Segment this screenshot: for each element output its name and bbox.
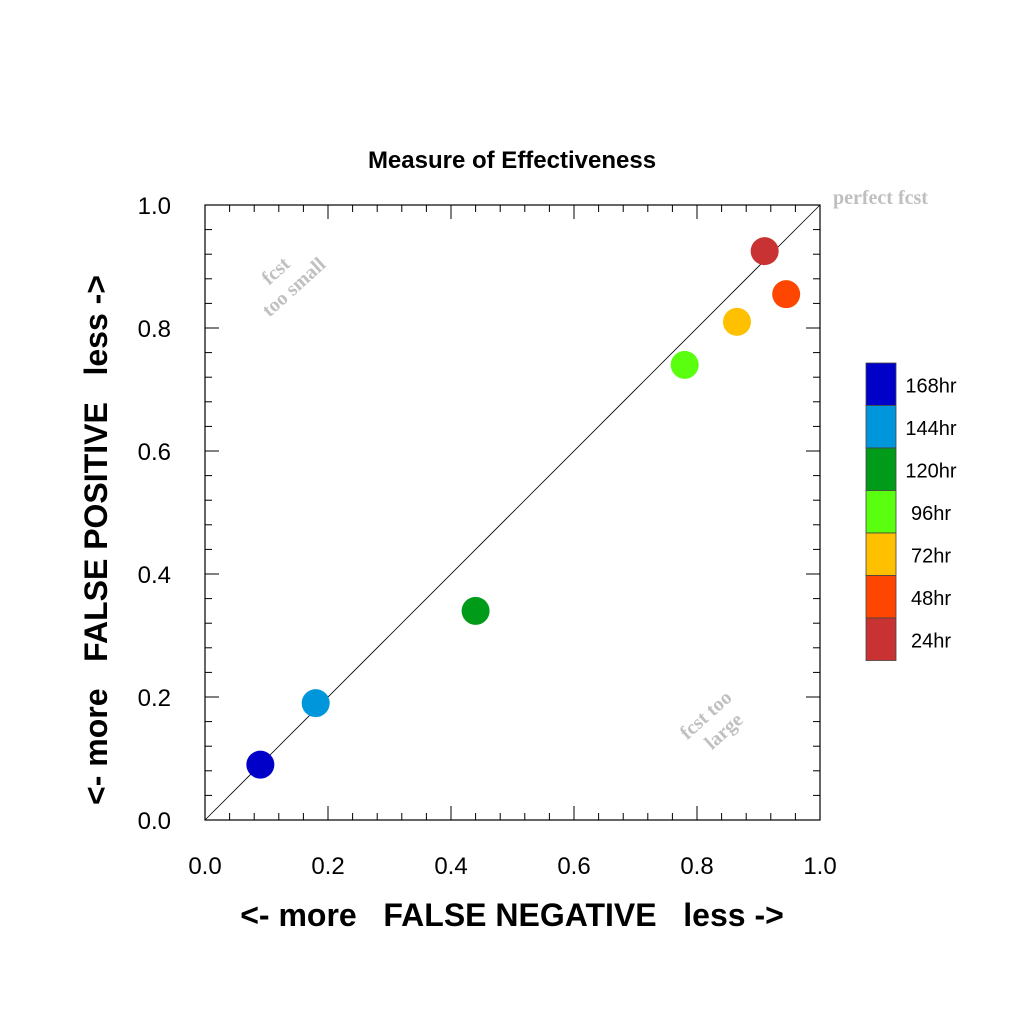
reference-line-group bbox=[204, 204, 821, 821]
x-tick-label: 0.0 bbox=[188, 853, 221, 880]
legend-label-168hr: 168hr bbox=[905, 375, 956, 397]
legend-label-96hr: 96hr bbox=[911, 503, 951, 525]
point-72hr bbox=[722, 307, 751, 336]
y-tick-label: 0.8 bbox=[138, 316, 171, 343]
legend-swatch-96hr bbox=[865, 490, 897, 534]
y-axis-label: <- more FALSE POSITIVE less -> bbox=[78, 275, 114, 805]
legend-swatch-144hr bbox=[865, 405, 897, 449]
point-96hr bbox=[670, 350, 699, 379]
y-tick-label: 0.0 bbox=[138, 808, 171, 835]
point-168hr bbox=[246, 750, 275, 779]
legend: 168hr 144hr 120hr 96hr 72hr 48hr 24hr bbox=[865, 362, 957, 661]
legend-label-144hr: 144hr bbox=[905, 418, 956, 440]
point-24hr bbox=[750, 237, 779, 266]
y-tick-label: 0.6 bbox=[138, 439, 171, 466]
y-axis: 0.0 0.2 0.4 0.6 0.8 1.0 bbox=[138, 193, 820, 835]
point-48hr bbox=[772, 280, 801, 309]
legend-swatch-48hr bbox=[865, 575, 897, 619]
y-tick-label: 0.2 bbox=[138, 685, 171, 712]
legend-label-72hr: 72hr bbox=[911, 545, 951, 567]
x-tick-label: 1.0 bbox=[803, 853, 836, 880]
legend-label-24hr: 24hr bbox=[911, 630, 951, 652]
legend-swatch-72hr bbox=[865, 532, 897, 576]
annotation-fcst-too-large: fcst too large bbox=[676, 683, 756, 762]
x-axis: 0.0 0.2 0.4 0.6 0.8 1.0 bbox=[188, 205, 837, 880]
x-axis-label: <- more FALSE NEGATIVE less -> bbox=[240, 897, 784, 933]
legend-swatch-120hr bbox=[865, 447, 897, 491]
perfect-fcst-label: perfect fcst bbox=[833, 187, 928, 209]
point-144hr bbox=[301, 689, 330, 718]
plot-border bbox=[204, 204, 821, 821]
x-tick-label: 0.2 bbox=[311, 853, 344, 880]
y-tick-label: 1.0 bbox=[138, 193, 171, 220]
data-points bbox=[246, 237, 801, 779]
legend-swatch-168hr bbox=[865, 362, 897, 406]
perfect-fcst-line bbox=[204, 204, 821, 821]
legend-label-48hr: 48hr bbox=[911, 588, 951, 610]
point-120hr bbox=[461, 596, 490, 625]
plot-frame bbox=[204, 204, 821, 821]
x-tick-label: 0.8 bbox=[680, 853, 713, 880]
y-tick-label: 0.4 bbox=[138, 562, 171, 589]
annotation-fcst-too-small: fcst too small bbox=[242, 235, 330, 321]
legend-label-120hr: 120hr bbox=[905, 460, 956, 482]
legend-swatch-24hr bbox=[865, 617, 897, 661]
x-tick-label: 0.4 bbox=[434, 853, 467, 880]
x-tick-label: 0.6 bbox=[557, 853, 590, 880]
chart-title: Measure of Effectiveness bbox=[368, 147, 656, 174]
